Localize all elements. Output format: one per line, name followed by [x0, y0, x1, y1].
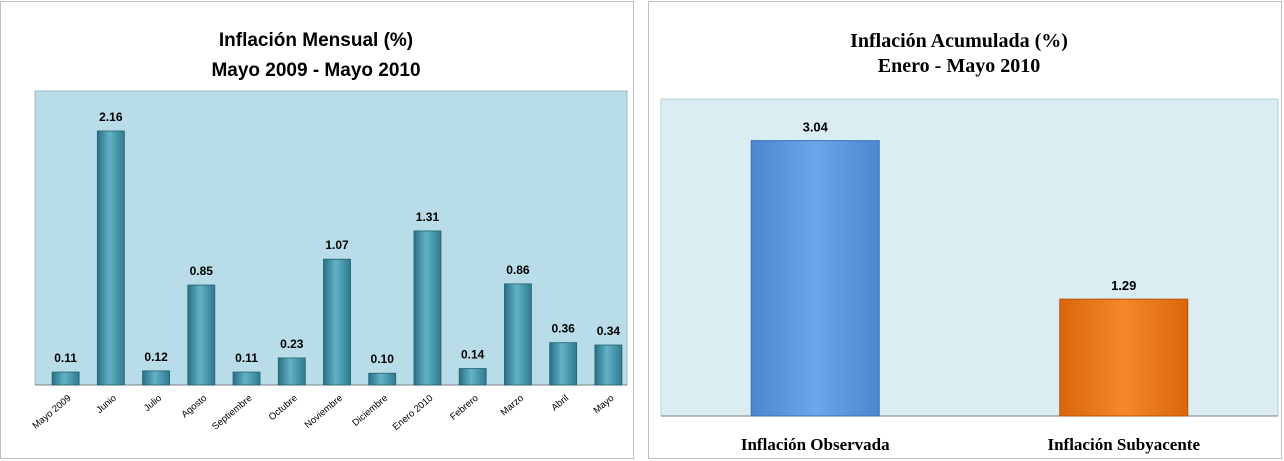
- x-tick-label: Julio: [142, 393, 164, 414]
- bar: [750, 140, 880, 417]
- bar: [594, 344, 623, 386]
- x-tick-label: Inflación Observada: [741, 435, 890, 454]
- data-label: 1.07: [325, 238, 349, 252]
- bar: [51, 371, 80, 386]
- bar: [413, 230, 442, 386]
- chart-title: Inflación Mensual (%): [219, 30, 413, 51]
- bar: [187, 284, 216, 386]
- chart-subtitle: Enero - Mayo 2010: [878, 55, 1040, 77]
- x-tick-label: Inflación Subyacente: [1047, 435, 1200, 454]
- x-tick-label: Abril: [549, 393, 571, 414]
- x-tick-label: Junio: [94, 393, 118, 416]
- x-tick-label: Marzo: [499, 393, 526, 418]
- data-label: 0.14: [461, 348, 485, 362]
- x-tick-label: Diciembre: [350, 393, 390, 429]
- chart-monthly-inflation: Inflación Mensual (%) Mayo 2009 - Mayo 2…: [0, 1, 634, 459]
- data-label: 3.04: [803, 120, 829, 135]
- data-label: 1.29: [1111, 278, 1136, 293]
- data-label: 0.11: [54, 351, 77, 365]
- data-label: 2.16: [99, 110, 123, 124]
- bar: [142, 370, 170, 386]
- bar: [458, 368, 487, 386]
- x-tick-label: Agosto: [180, 393, 210, 420]
- x-tick-label: Mayo: [591, 393, 616, 416]
- data-label: 0.86: [506, 263, 530, 277]
- bar: [504, 283, 532, 386]
- chart-title: Inflación Acumulada (%): [850, 30, 1068, 52]
- data-label: 0.11: [235, 351, 258, 365]
- bar: [277, 357, 306, 386]
- bar: [96, 130, 125, 386]
- bar: [368, 372, 397, 386]
- bar: [1059, 298, 1189, 417]
- data-label: 0.23: [280, 337, 304, 351]
- x-tick-label: Octubre: [267, 393, 300, 423]
- data-label: 0.85: [190, 264, 214, 278]
- data-label: 0.12: [144, 350, 168, 364]
- x-tick-label: Febrero: [448, 393, 481, 423]
- x-tick-label: Enero 2010: [391, 393, 436, 433]
- data-label: 0.34: [597, 324, 621, 338]
- x-tick-label: Noviembre: [303, 393, 345, 431]
- chart-cumulative-inflation: Inflación Acumulada (%) Enero - Mayo 201…: [648, 1, 1282, 459]
- chart-monthly-svg: Inflación Mensual (%) Mayo 2009 - Mayo 2…: [30, 30, 628, 433]
- data-label: 0.10: [371, 352, 395, 366]
- bar: [232, 371, 261, 386]
- x-tick-label: Septiembre: [210, 393, 254, 433]
- chart-cumulative-svg: Inflación Acumulada (%) Enero - Mayo 201…: [660, 30, 1279, 454]
- chart-subtitle: Mayo 2009 - Mayo 2010: [211, 60, 420, 81]
- data-label: 0.36: [551, 322, 575, 336]
- data-label: 1.31: [416, 210, 440, 224]
- bar: [549, 342, 578, 386]
- bar: [323, 258, 351, 386]
- x-tick-label: Mayo 2009: [30, 393, 73, 432]
